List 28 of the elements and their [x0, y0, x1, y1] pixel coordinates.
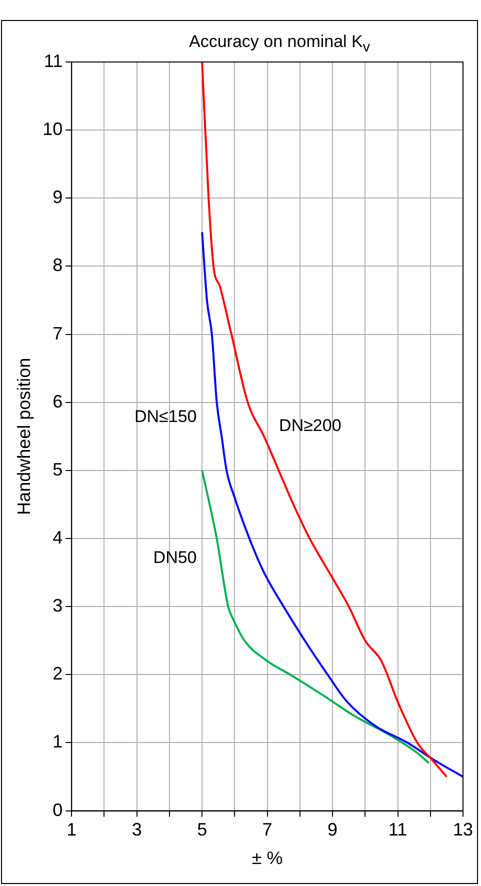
series-label: DN≤150 — [134, 407, 197, 426]
y-tick-label: 1 — [52, 732, 63, 752]
y-tick-label: 0 — [52, 800, 63, 820]
y-tick-label: 10 — [42, 119, 63, 140]
chart-title: Accuracy on nominal K$_{v}$ — [188, 32, 371, 56]
x-tick-label: 7 — [262, 820, 272, 840]
x-tick-label: 13 — [452, 820, 474, 840]
x-tick-label: 1 — [66, 820, 77, 840]
y-tick-label: 3 — [52, 596, 63, 616]
y-tick-label: 6 — [52, 391, 63, 412]
y-tick-label: 7 — [52, 323, 63, 344]
y-tick-label: 11 — [44, 50, 63, 71]
x-tick-label: 9 — [328, 820, 338, 840]
x-tick-label: 11 — [388, 820, 408, 840]
y-tick-label: 9 — [52, 187, 63, 208]
y-tick-label: 4 — [52, 527, 63, 548]
line-series — [201, 469, 430, 764]
x-axis-title: ± % — [252, 848, 283, 868]
series-label: DN50 — [153, 548, 197, 568]
line-series — [201, 231, 463, 778]
line-series — [201, 62, 448, 778]
y-tick-label: 8 — [52, 255, 63, 276]
x-tick-label: 5 — [197, 820, 208, 840]
series-label: DN≥200 — [279, 416, 342, 436]
y-tick-label: 5 — [52, 459, 63, 480]
x-tick-label: 3 — [132, 820, 142, 840]
y-axis-title: Handwheel position — [14, 358, 34, 515]
y-tick-label: 2 — [52, 664, 63, 684]
